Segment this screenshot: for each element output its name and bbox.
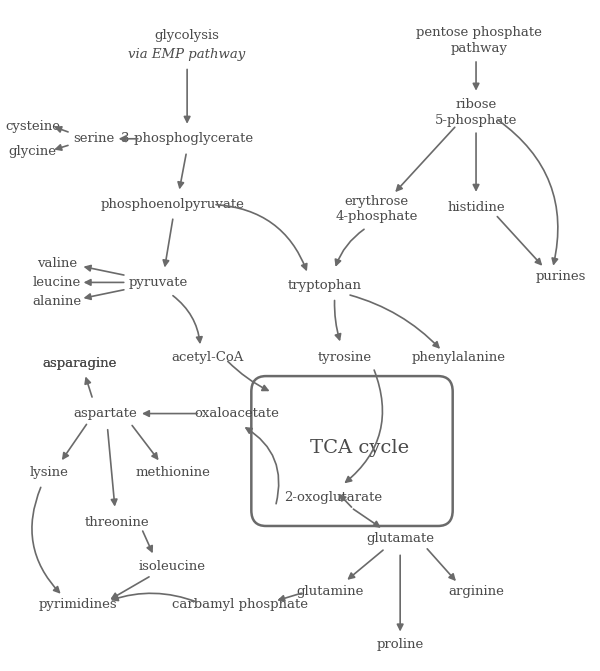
Text: ribose: ribose <box>455 98 497 111</box>
Text: via EMP pathway: via EMP pathway <box>128 48 246 61</box>
Text: serine: serine <box>73 132 115 146</box>
Text: pentose phosphate: pentose phosphate <box>416 26 542 39</box>
Text: phosphoenolpyruvate: phosphoenolpyruvate <box>101 198 244 211</box>
Text: methionine: methionine <box>135 466 210 479</box>
Text: tyrosine: tyrosine <box>317 351 372 364</box>
Text: aspartate: aspartate <box>74 407 137 420</box>
Text: histidine: histidine <box>447 201 505 214</box>
Text: isoleucine: isoleucine <box>139 560 206 573</box>
Text: pathway: pathway <box>451 42 508 55</box>
Text: arginine: arginine <box>448 585 504 598</box>
Text: TCA cycle: TCA cycle <box>310 439 409 457</box>
Text: 3-phosphoglycerate: 3-phosphoglycerate <box>121 132 253 146</box>
Text: asparagine: asparagine <box>42 357 116 370</box>
Text: lysine: lysine <box>29 466 68 479</box>
Text: glutamine: glutamine <box>296 585 364 598</box>
Text: leucine: leucine <box>33 276 81 289</box>
Text: purines: purines <box>535 270 586 282</box>
Text: glutamate: glutamate <box>366 532 434 545</box>
Text: threonine: threonine <box>85 517 149 529</box>
Text: proline: proline <box>377 638 424 651</box>
Text: cysteine: cysteine <box>5 120 60 133</box>
Text: 2-oxoglutarate: 2-oxoglutarate <box>284 491 382 505</box>
Text: pyruvate: pyruvate <box>128 276 188 289</box>
Text: alanine: alanine <box>32 295 82 307</box>
Text: asparagine: asparagine <box>42 357 116 370</box>
Text: valine: valine <box>37 257 77 270</box>
Text: 4-phosphate: 4-phosphate <box>335 210 418 223</box>
Text: oxaloacetate: oxaloacetate <box>194 407 279 420</box>
Text: pyrimidines: pyrimidines <box>38 598 117 611</box>
Text: glycolysis: glycolysis <box>155 30 220 42</box>
Text: carbamyl phosphate: carbamyl phosphate <box>172 598 308 611</box>
Text: 5-phosphate: 5-phosphate <box>435 113 517 127</box>
FancyBboxPatch shape <box>251 376 452 526</box>
Text: erythrose: erythrose <box>345 195 409 208</box>
Text: acetyl-CoA: acetyl-CoA <box>172 351 244 364</box>
Text: glycine: glycine <box>8 145 56 158</box>
Text: phenylalanine: phenylalanine <box>412 351 506 364</box>
Text: tryptophan: tryptophan <box>287 279 361 292</box>
